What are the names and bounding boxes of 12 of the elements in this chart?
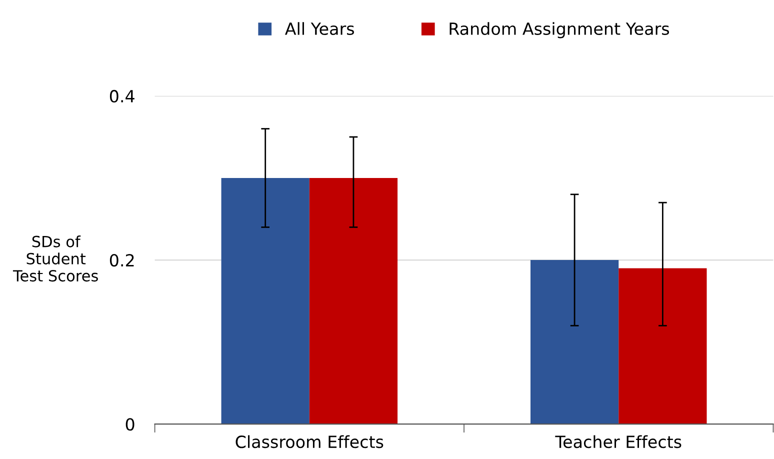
bar <box>221 178 310 424</box>
x-tick-label: Teacher Effects <box>555 435 682 448</box>
bar <box>530 260 619 424</box>
x-tick-label: Classroom Effects <box>236 435 384 448</box>
y-tick-label: 0 <box>126 418 134 431</box>
y-tick-label: 0.2 <box>110 254 134 267</box>
bar <box>309 178 398 424</box>
legend-label: All Years <box>285 22 354 36</box>
y-tick-label: 0.4 <box>110 90 134 102</box>
bar <box>618 268 707 424</box>
y-axis-title: SDs of Student Test Scores <box>12 236 98 282</box>
legend-label: Random Assignment Years <box>450 22 670 38</box>
